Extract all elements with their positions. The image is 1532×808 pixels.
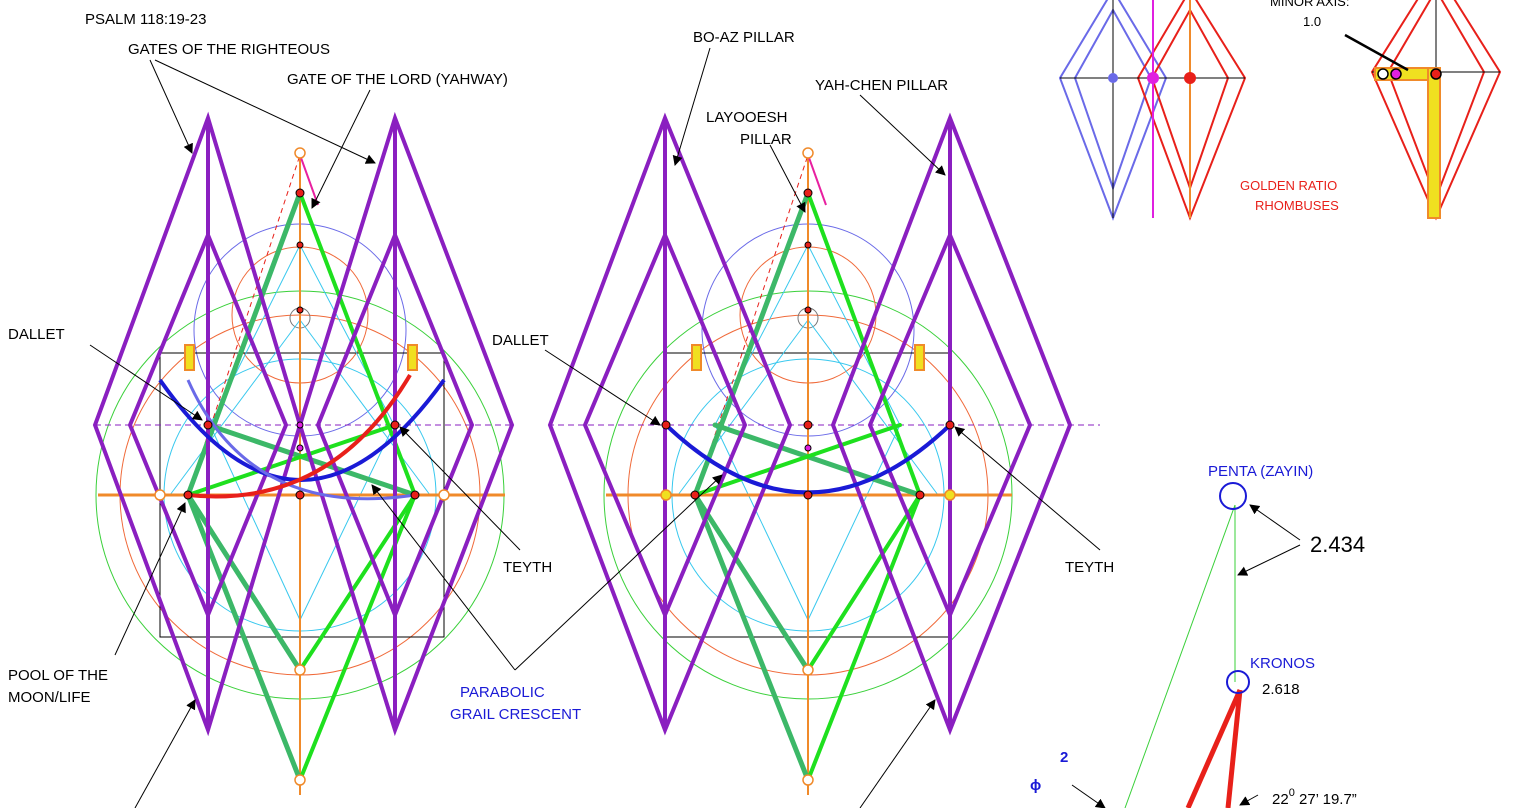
penta-kronos-triangle xyxy=(1124,482,1250,808)
label-teyth-right: TEYTH xyxy=(1065,559,1114,576)
label-pool-2: MOON/LIFE xyxy=(8,689,91,706)
golden-ratio-rhombuses xyxy=(1058,0,1502,221)
left-figure xyxy=(92,111,515,795)
label-angle: 220 27’ 19.7” xyxy=(1272,787,1357,808)
label-2618: 2.618 xyxy=(1262,681,1300,698)
label-kronos: KRONOS xyxy=(1250,655,1315,672)
label-dallet-right: DALLET xyxy=(492,332,549,349)
label-2434: 2.434 xyxy=(1310,532,1365,557)
penta-circle xyxy=(1219,482,1247,510)
label-phi: ϕ xyxy=(1030,777,1041,794)
label-parabolic-2: GRAIL CRESCENT xyxy=(450,706,581,723)
pointer-arrows xyxy=(89,47,1301,808)
label-psalm: PSALM 118:19-23 xyxy=(85,11,206,28)
label-golden-2: RHOMBUSES xyxy=(1255,198,1339,213)
label-gates-righteous: GATES OF THE RIGHTEOUS xyxy=(128,41,330,58)
label-penta: PENTA (ZAYIN) xyxy=(1208,463,1313,480)
label-layooesh-2: PILLAR xyxy=(740,131,792,148)
label-bo-az: BO-AZ PILLAR xyxy=(693,29,795,46)
slate-arc xyxy=(186,379,416,501)
label-golden-1: GOLDEN RATIO xyxy=(1240,178,1337,193)
label-teyth-left: TEYTH xyxy=(503,559,552,576)
label-parabolic-1: PARABOLIC xyxy=(460,684,545,701)
kronos-circle xyxy=(1226,670,1250,694)
label-gate-lord: GATE OF THE LORD (YAHWAY) xyxy=(287,71,508,88)
label-phi-exp: 2 xyxy=(1060,749,1068,766)
right-figure xyxy=(547,112,1100,795)
label-pool-1: POOL OF THE xyxy=(8,667,108,684)
label-yah-chen: YAH-CHEN PILLAR xyxy=(815,77,948,94)
label-dallet-left: DALLET xyxy=(8,326,65,343)
label-minor-axis-2: 1.0 xyxy=(1303,14,1321,29)
label-minor-axis-1: MINOR AXIS: xyxy=(1270,0,1349,9)
label-layooesh-1: LAYOOESH xyxy=(706,109,787,126)
red-arc xyxy=(187,373,412,499)
